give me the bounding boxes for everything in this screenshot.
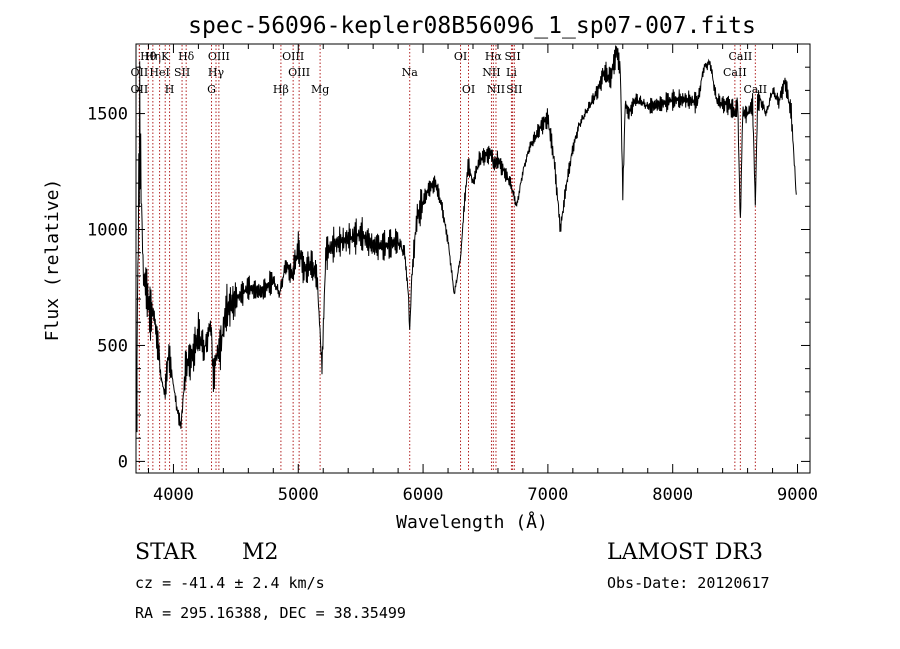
- observation-date: Obs-Date: 20120617: [607, 574, 770, 592]
- y-tick-label: 1500: [87, 105, 128, 125]
- marker-label: OIII: [208, 50, 230, 63]
- plot-frame: [135, 43, 811, 474]
- coordinates: RA = 295.16388, DEC = 38.35499: [135, 604, 406, 622]
- x-axis-label: Wavelength (Å): [396, 511, 548, 533]
- y-tick-label: 1000: [87, 221, 128, 241]
- marker-label: Hη: [145, 50, 161, 63]
- marker-label: NII: [482, 66, 500, 79]
- marker-label: OIII: [288, 66, 310, 79]
- chart-title: spec-56096-kepler08B56096_1_sp07-007.fit…: [188, 13, 756, 39]
- marker-label: CaII: [729, 50, 753, 63]
- marker-label: Mg: [311, 83, 329, 96]
- marker-label: SII: [174, 66, 190, 79]
- spectrum-chart: spec-56096-kepler08B56096_1_sp07-007.fit…: [42, 13, 818, 533]
- marker-label: G: [207, 83, 216, 96]
- y-axis-ticks: 0 500 1000 1500: [87, 43, 810, 472]
- spectrum-line: [136, 45, 797, 433]
- marker-label: Hα: [485, 50, 503, 63]
- x-tick-label: 4000: [153, 485, 194, 505]
- marker-label: SII: [504, 50, 520, 63]
- x-tick-label: 6000: [403, 485, 444, 505]
- y-tick-label: 0: [118, 452, 128, 472]
- x-tick-label: 8000: [652, 485, 693, 505]
- marker-label: OIII: [282, 50, 304, 63]
- marker-label: Li: [506, 66, 517, 79]
- object-type: STAR: [135, 540, 196, 565]
- marker-label: OI: [462, 83, 475, 96]
- marker-label: CaII: [743, 83, 767, 96]
- marker-label: SII: [506, 83, 522, 96]
- marker-label: Na: [402, 66, 419, 79]
- x-axis-ticks: 4000 5000 6000 7000 8000 9000: [147, 44, 818, 505]
- marker-label: Hβ: [273, 83, 289, 96]
- marker-label: OI: [454, 50, 467, 63]
- marker-label: Hγ: [208, 66, 225, 79]
- x-tick-label: 7000: [527, 485, 568, 505]
- marker-label: Hδ: [178, 50, 195, 63]
- y-axis-label: Flux (relative): [42, 179, 63, 342]
- x-tick-label: 9000: [777, 485, 818, 505]
- marker-label: H: [165, 83, 175, 96]
- marker-label: K: [161, 50, 170, 63]
- marker-label: HeI: [149, 66, 169, 79]
- survey-name: LAMOST DR3: [607, 540, 763, 565]
- spectral-subclass: M2: [242, 540, 279, 565]
- y-tick-label: 500: [97, 336, 128, 356]
- marker-label: CaII: [723, 66, 747, 79]
- marker-label: NII: [487, 83, 505, 96]
- x-tick-label: 5000: [278, 485, 319, 505]
- redshift-velocity: cz = -41.4 ± 2.4 km/s: [135, 574, 325, 592]
